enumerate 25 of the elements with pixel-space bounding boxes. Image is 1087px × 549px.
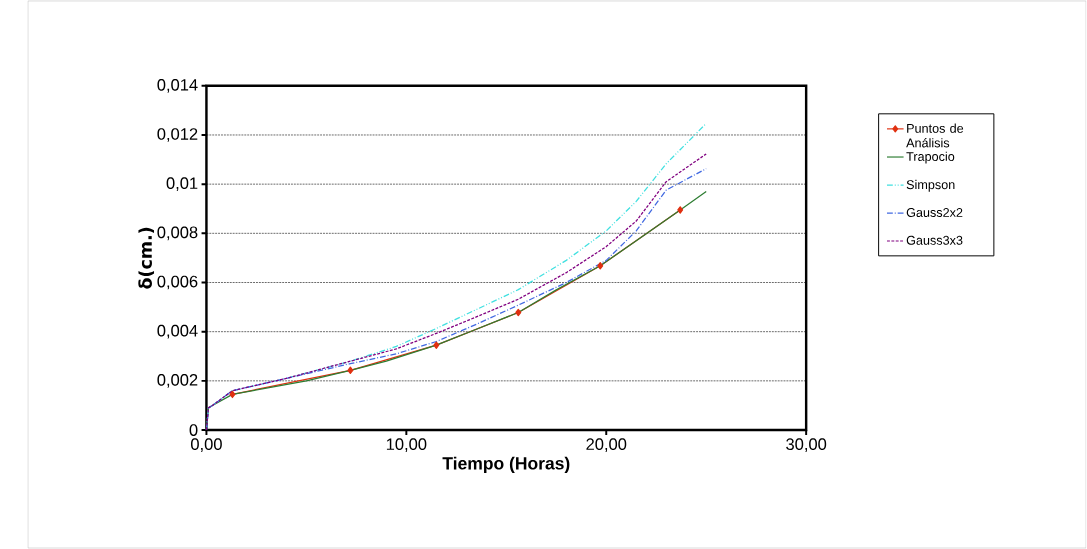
- y-tick-label: 0,004: [157, 324, 198, 339]
- y-tick-label: 0,01: [166, 177, 198, 191]
- y-tick-label: 0,008: [157, 226, 198, 241]
- x-tick-label: 10,00: [386, 438, 427, 452]
- y-tick-label: 0: [189, 424, 198, 436]
- y-axis-title: δ(cm.): [138, 227, 155, 289]
- x-tick-label: 0,00: [191, 438, 222, 452]
- legend-label: Simpson: [906, 179, 955, 192]
- point: [229, 390, 236, 399]
- point: [433, 341, 440, 349]
- point: [597, 262, 604, 270]
- legend-label: Trapocio: [906, 151, 955, 164]
- point: [677, 206, 684, 214]
- y-tick-label: 0,012: [157, 128, 198, 142]
- legend-label: Gauss2x2: [906, 208, 963, 217]
- point: [515, 308, 522, 317]
- point: [347, 366, 354, 375]
- legend-label: Gauss3x3: [906, 235, 963, 245]
- x-axis-title: Tiempo (Horas): [442, 456, 570, 473]
- legend-label: Puntos de Análisis: [906, 123, 964, 148]
- y-tick-label: 0,002: [157, 374, 198, 388]
- x-tick-label: 30,00: [786, 438, 827, 452]
- y-tick-label: 0,006: [157, 275, 198, 290]
- x-tick-label: 20,00: [586, 438, 627, 452]
- y-tick-label: 0,014: [157, 78, 198, 93]
